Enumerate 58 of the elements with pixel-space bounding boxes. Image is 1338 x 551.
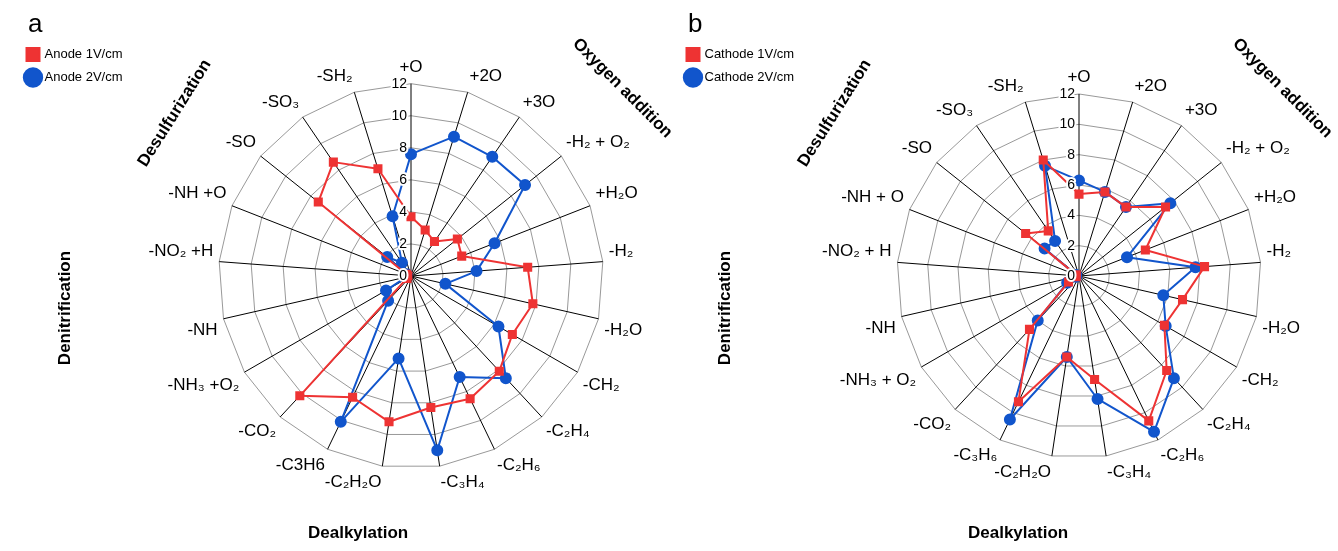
spoke-label: -NO₂ +H (148, 240, 214, 260)
legend-label: Anode 2V/cm (44, 69, 123, 85)
y-tick-label: 12 (391, 74, 408, 91)
spoke-label: -NH + O (841, 186, 904, 206)
spoke-label: -C₂H₂O (324, 471, 382, 491)
y-tick-label: 8 (1067, 145, 1076, 162)
spoke-label: -CH₂ (582, 375, 620, 395)
spoke-label: -C₂H₆ (497, 454, 541, 474)
y-tick-label: 0 (1067, 266, 1076, 283)
spoke-label: -NO₂ + H (822, 241, 892, 261)
spoke-label: -C₂H₄ (545, 421, 590, 441)
spoke-label: -SO₃ (262, 91, 300, 111)
spoke-label: -H₂ + O₂ (1225, 138, 1290, 158)
spoke-label: -C₃H₄ (1107, 461, 1152, 481)
spoke-label: -C3H6 (275, 454, 325, 474)
spoke-label: -NH +O (168, 183, 227, 203)
y-tick-label: 8 (399, 138, 408, 155)
spoke-label: -SO (225, 131, 256, 151)
chart-title: b (688, 8, 703, 39)
spoke-label: +3O (1184, 100, 1218, 120)
spoke-label: +2O (469, 65, 503, 85)
spoke-label: +O (399, 57, 423, 77)
spoke-label: -SO₃ (935, 100, 974, 120)
y-tick-label: 4 (399, 202, 408, 219)
spoke-label: +3O (522, 91, 556, 111)
spoke-label: +H₂O (1254, 186, 1297, 206)
spoke-label: -NH (865, 317, 896, 337)
y-tick-label: 10 (1059, 115, 1076, 132)
spoke-label: -H₂O (1262, 317, 1301, 337)
spoke-label: -C₃H₄ (440, 471, 485, 491)
spoke-label: -NH₃ + O₂ (839, 369, 917, 389)
spoke-label: +2O (1134, 75, 1168, 95)
legend-label: Anode 1V/cm (44, 46, 123, 62)
legend-label: Cathode 1V/cm (704, 46, 795, 62)
spoke-label: +O (1067, 67, 1091, 87)
y-tick-label: 4 (1067, 206, 1076, 223)
spoke-label: -H₂O (604, 320, 643, 340)
legend-label: Cathode 2V/cm (704, 69, 795, 85)
y-tick-label: 10 (391, 106, 408, 123)
spoke-label: -CH₂ (1241, 369, 1279, 389)
spoke-label: -H₂ (608, 240, 634, 260)
spoke-label: -C₂H₄ (1206, 413, 1251, 433)
text: Denitrification (55, 250, 76, 366)
chart-title: a (28, 8, 43, 39)
spoke-label: -CO₂ (913, 413, 952, 433)
spoke-label: -SO (901, 138, 933, 158)
spoke-label: -NH (187, 320, 218, 340)
text: Dealkylation (308, 523, 409, 543)
spoke-label: +H₂O (595, 183, 638, 203)
spoke-label: -H₂ (1266, 241, 1292, 261)
spoke-label: -NH₃ +O₂ (167, 375, 240, 395)
text: Denitrification (715, 250, 736, 366)
text: Dealkylation (968, 523, 1069, 543)
spoke-label: -SH₂ (987, 75, 1024, 95)
spoke-label: -C₂H₆ (1160, 445, 1205, 465)
spoke-label: -SH₂ (316, 65, 353, 85)
spoke-label: -CO₂ (238, 421, 277, 441)
y-tick-label: 12 (1059, 84, 1076, 101)
